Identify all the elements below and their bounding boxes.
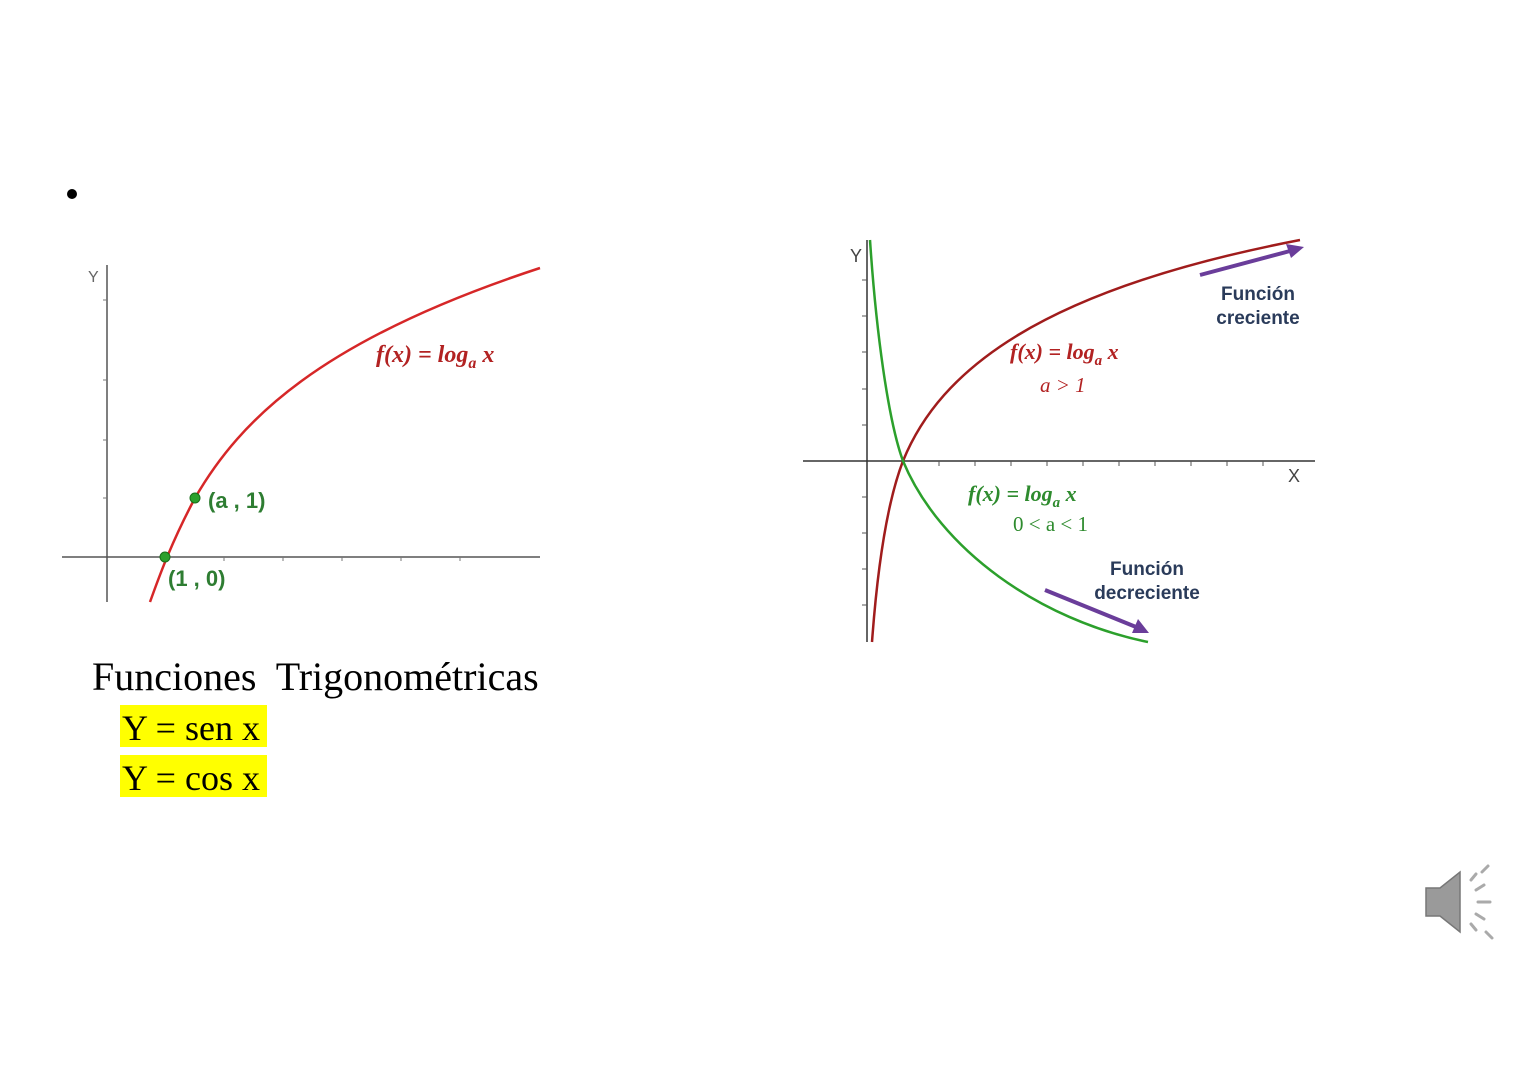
- label-part: x: [1102, 339, 1119, 364]
- audio-icon[interactable]: [1425, 864, 1494, 940]
- axis-label: Y: [850, 246, 862, 266]
- highlight: [120, 755, 267, 797]
- label-part: f(x) = log: [376, 342, 468, 368]
- increasing-curve: [870, 238, 1301, 643]
- label-sub: a: [1095, 353, 1103, 369]
- left-graph: Y f(x) = loga x (a , 1) (1 , 0): [62, 265, 541, 603]
- heading: Funciones Trigonométricas: [92, 654, 539, 699]
- axis-ticks: [862, 279, 1264, 606]
- arrow-head: [1286, 244, 1304, 258]
- label-part: f(x) = log: [968, 481, 1053, 506]
- condition: 0 < a < 1: [1013, 512, 1088, 536]
- point-label: (1 , 0): [168, 566, 225, 591]
- bullet: [67, 189, 77, 199]
- note: decreciente: [1094, 583, 1200, 604]
- list-item: Y = cos x: [122, 758, 260, 798]
- log-curve: [148, 266, 541, 603]
- note: creciente: [1216, 308, 1299, 329]
- label-sub: a: [1053, 495, 1061, 511]
- label-part: f(x) = log: [1010, 339, 1095, 364]
- highlight: [120, 705, 267, 747]
- axis-ticks: [103, 299, 461, 561]
- arrow-head: [1132, 619, 1149, 633]
- curve-label: f(x) = loga x: [968, 481, 1077, 511]
- label-part: x: [1060, 481, 1077, 506]
- arrow: [1044, 588, 1137, 629]
- list-item: Y = sen x: [122, 708, 260, 748]
- point: [189, 492, 201, 504]
- point: [159, 551, 171, 563]
- right-graph: Y X f(x) = loga x a > 1 f(x) = loga x 0 …: [803, 238, 1315, 644]
- decreasing-curve: [868, 239, 1149, 644]
- axis-label: Y: [88, 269, 99, 286]
- point-label: (a , 1): [208, 488, 265, 513]
- label-part: x: [476, 342, 494, 368]
- curve-label: f(x) = loga x: [376, 342, 494, 372]
- curve-label: f(x) = loga x: [1010, 339, 1119, 369]
- axis-label: X: [1288, 466, 1300, 486]
- condition: a > 1: [1040, 373, 1086, 397]
- note: Función: [1221, 284, 1295, 305]
- note: Función: [1110, 559, 1184, 580]
- arrow: [1199, 249, 1291, 277]
- label-sub: a: [468, 355, 476, 372]
